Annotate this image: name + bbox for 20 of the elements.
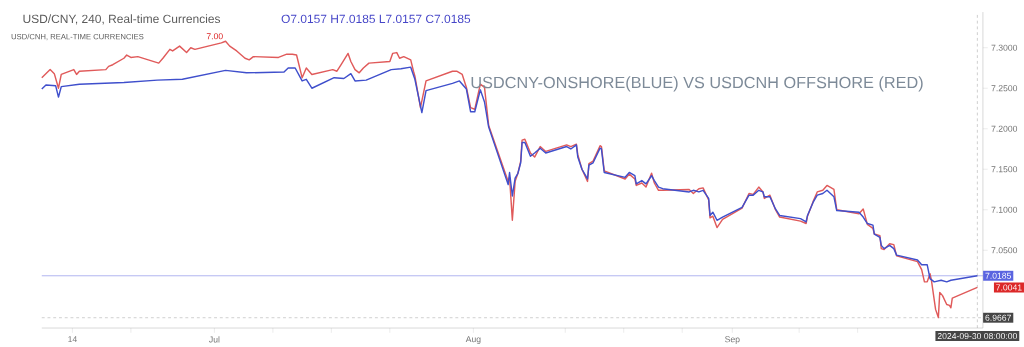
line-series: [41, 66, 979, 283]
y-tick-label: 7.3000: [991, 44, 1018, 51]
y-tick-label: 7.1500: [991, 166, 1018, 173]
x-tick-label: Sep: [725, 336, 740, 344]
chart-title: USD/CNY, 240, Real-time Currencies: [23, 14, 221, 25]
y-tick-label: 7.1000: [991, 206, 1018, 213]
annotation: O7.0157 H7.0185 L7.0157 C7.0185: [281, 14, 471, 23]
y-tick-label: 7.2500: [991, 85, 1018, 92]
ref-line-label: 7.0185: [985, 272, 1012, 279]
y-tick-label: 7.2000: [991, 125, 1018, 132]
y-tick-label: 7.0500: [991, 247, 1018, 254]
annotation: 7.00: [206, 33, 223, 40]
ref-line-label: 6.9667: [985, 314, 1011, 321]
x-tick-label: Jul: [209, 336, 220, 343]
x-tick-label: 14: [68, 336, 77, 343]
ref-line-label: 2024-09-30 08:00:00: [937, 332, 1017, 340]
line-series: [41, 40, 979, 319]
x-tick-label: Aug: [465, 336, 481, 344]
annotation: USDCNY-ONSHORE(BLUE) VS USDCNH OFFSHORE (RED): [471, 76, 923, 92]
annotation: 7.0041: [996, 284, 1022, 291]
